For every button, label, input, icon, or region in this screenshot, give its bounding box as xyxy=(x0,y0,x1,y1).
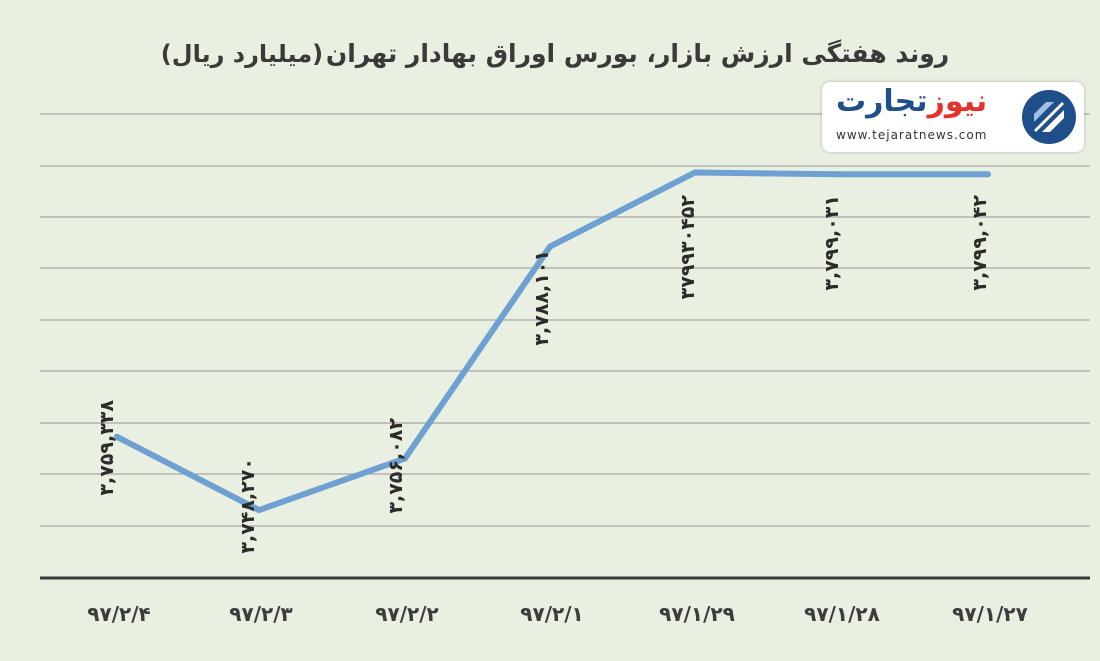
data-point xyxy=(402,455,408,462)
x-tick-label: ۹۷/۱/۲۹ xyxy=(659,602,735,626)
x-tick-label: ۹۷/۱/۲۸ xyxy=(804,602,880,626)
data-point xyxy=(692,169,698,176)
grid-lines xyxy=(40,113,1090,527)
brand-logo-text: نیوزتجارت xyxy=(836,84,987,119)
data-point xyxy=(547,243,553,250)
x-tick-label: ۹۷/۱/۲۷ xyxy=(952,602,1028,626)
data-label: ۳,۷۴۸,۲۷۰ xyxy=(237,458,259,554)
series-line-group xyxy=(114,169,991,514)
data-point xyxy=(114,433,120,440)
data-point xyxy=(985,171,991,178)
data-point xyxy=(256,507,262,514)
data-label: ۳,۷۸۸,۱۰۱ xyxy=(531,250,553,346)
x-tick-label: ۹۷/۲/۴ xyxy=(87,602,150,626)
data-label: ۳,۷۵۹,۳۳۸ xyxy=(96,400,118,496)
brand-logo: نیوزتجارت www.tejaratnews.com xyxy=(822,82,1084,152)
brand-logo-part1: تجارت xyxy=(836,84,928,119)
chart-subtitle: (میلیارد ریال) xyxy=(161,40,323,68)
x-tick-labels: ۹۷/۲/۴ ۹۷/۲/۳ ۹۷/۲/۲ ۹۷/۲/۱ ۹۷/۱/۲۹ ۹۷/۱/۲۸ ۹۷… xyxy=(87,602,1028,626)
x-tick-label: ۹۷/۲/۱ xyxy=(520,602,583,626)
data-label: ۳۷۹۹۳۰۴۵۲ xyxy=(677,195,699,300)
data-label: ۳,۷۹۹,۰۴۲ xyxy=(969,195,991,291)
brand-logo-mark-icon xyxy=(1022,90,1076,144)
data-label: ۳,۷۵۶,۰۸۲ xyxy=(385,418,407,514)
brand-logo-url: www.tejaratnews.com xyxy=(836,128,988,142)
data-labels: ۳,۷۵۹,۳۳۸ ۳,۷۴۸,۲۷۰ ۳,۷۵۶,۰۸۲ ۳,۷۸۸,۱۰۱ ۳۷۹۹… xyxy=(96,195,991,554)
brand-logo-part2: نیوز xyxy=(927,84,988,119)
data-point xyxy=(837,171,843,178)
chart-title: روند هفتگی ارزش بازار، بورس اوراق بهادار… xyxy=(161,39,949,69)
x-tick-label: ۹۷/۲/۳ xyxy=(229,602,292,626)
x-tick-label: ۹۷/۲/۲ xyxy=(375,602,438,626)
chart-title-main: روند هفتگی ارزش بازار، بورس اوراق بهادار… xyxy=(326,39,949,69)
data-label: ۳,۷۹۹,۰۳۱ xyxy=(821,195,843,291)
